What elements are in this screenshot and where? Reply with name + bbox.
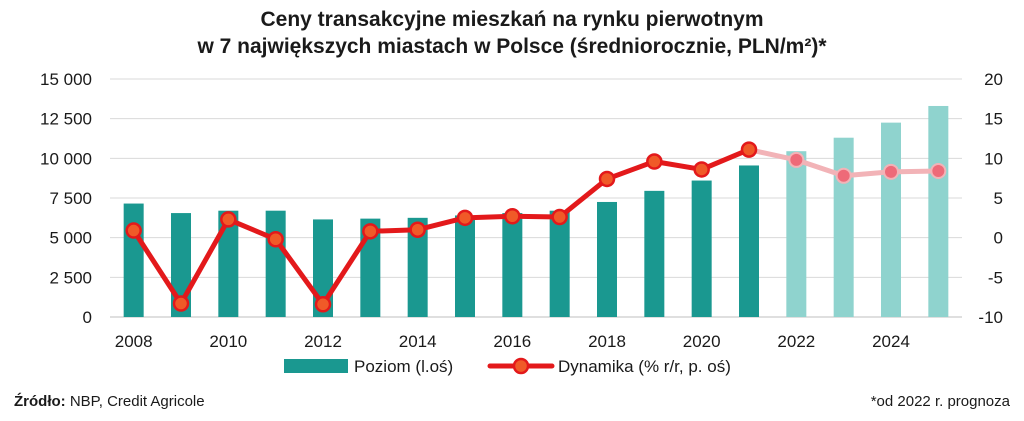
bar [928,105,949,318]
chart-title-line-1: Ceny transakcyjne mieszkań na rynku pier… [260,8,764,31]
dynamics-point [693,161,710,178]
chart-title-line-2: w 7 największych miastach w Polsce (śred… [197,35,827,58]
left-axis-tick-label: 15 000 [40,70,92,89]
bar [455,215,475,317]
bar [123,203,144,317]
bar [407,217,428,317]
legend-label-line: Dynamika (% r/r, p. oś) [558,357,731,376]
forecast-point [788,151,805,168]
bar [691,180,712,317]
forecast-point [835,167,852,184]
legend-label-bars: Poziom (l.oś) [354,357,453,376]
right-axis-tick-label: 15 [984,110,1003,129]
chart-title: Ceny transakcyjne mieszkań na rynku pier… [0,6,1024,60]
dynamics-point [267,231,284,248]
forecast-point [883,163,899,180]
x-axis-tick-label: 2022 [777,332,815,351]
x-axis-tick-label: 2008 [115,332,153,351]
dynamics-point [314,296,332,313]
legend-swatch-marker [512,357,530,375]
dynamics-point [220,211,237,228]
bar [786,151,807,317]
dynamics-point [456,209,474,227]
left-axis-tick-label: 10 000 [40,149,92,168]
forecast-point [930,163,947,180]
left-axis-tick-label: 0 [83,308,92,327]
dynamics-point [172,295,190,312]
dynamics-point [125,222,142,239]
x-axis-tick-label: 2014 [399,332,437,351]
dynamics-line [131,147,752,307]
dynamics-point [740,141,758,158]
source-label: Źródło: [14,393,66,410]
dynamics-point [504,207,521,225]
right-axis-tick-label: 5 [994,189,1003,208]
bar [597,201,617,317]
x-axis-tick-label: 2010 [209,332,247,351]
source-text: NBP, Credit Agricole [65,393,205,410]
bar [644,190,665,317]
dynamics-point [551,208,568,226]
bar [265,210,286,317]
bar [881,122,901,317]
right-axis-tick-label: 20 [984,70,1003,89]
dynamics-point [598,170,616,188]
dynamics-point [409,221,426,238]
right-axis-tick-label: -10 [978,308,1003,327]
dynamics-point [362,223,379,240]
bar [502,213,523,317]
forecast-note: *od 2022 r. prognoza [870,393,1010,410]
left-axis-tick-label: 5 000 [49,229,92,248]
x-axis-tick-label: 2016 [493,332,531,351]
right-axis-tick-label: -5 [988,268,1003,287]
bar [549,210,570,317]
x-axis-tick-label: 2020 [683,332,721,351]
bar [739,165,759,317]
bar [833,137,854,317]
source-note: Źródło: NBP, Credit Agricole [14,393,205,410]
left-axis-tick-label: 7 500 [49,189,92,208]
bar [218,210,239,317]
legend-swatch-bars [284,359,348,373]
x-axis-tick-label: 2024 [872,332,910,351]
dynamics-point [646,153,663,170]
x-axis-tick-label: 2012 [304,332,342,351]
x-axis-tick-label: 2018 [588,332,626,351]
left-axis-tick-label: 12 500 [40,110,92,129]
right-axis-tick-label: 10 [984,149,1003,168]
right-axis-tick-label: 0 [994,229,1003,248]
left-axis-tick-label: 2 500 [49,268,92,287]
